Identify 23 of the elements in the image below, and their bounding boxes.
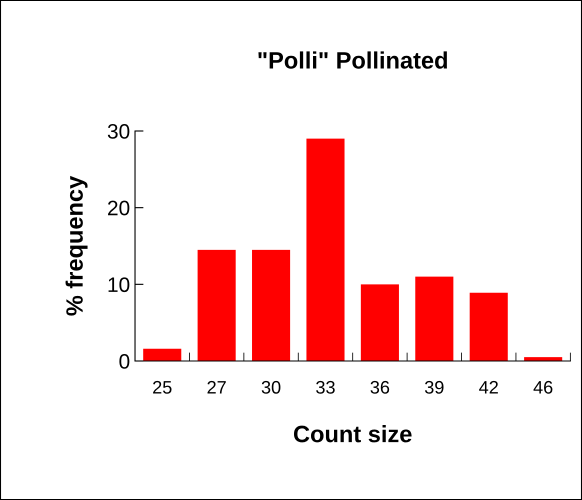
x-axis-title: Count size	[294, 425, 412, 442]
bar	[252, 250, 290, 361]
chart-title: "Polli" Pollinated	[258, 51, 447, 69]
bar	[306, 138, 345, 361]
x-tick-label: 30	[262, 380, 280, 394]
bar	[198, 250, 236, 361]
bar	[415, 276, 454, 361]
bar	[360, 284, 399, 361]
x-tick-label: 33	[316, 380, 335, 394]
y-tick-label: 10	[108, 277, 130, 292]
x-tick-label: 25	[153, 380, 172, 394]
bar	[143, 348, 182, 361]
y-tick-label: 20	[108, 200, 130, 216]
x-tick-label: 46	[534, 380, 552, 394]
bar	[524, 357, 562, 361]
x-tick-label: 39	[424, 380, 444, 394]
x-tick-label: 42	[479, 380, 498, 394]
y-tick-label: 0	[119, 354, 130, 369]
bar	[470, 292, 508, 361]
y-tick-label: 30	[108, 124, 130, 139]
x-tick-label: 27	[208, 380, 226, 394]
y-axis-title: % frequency	[66, 176, 88, 316]
x-tick-label: 36	[370, 380, 390, 394]
